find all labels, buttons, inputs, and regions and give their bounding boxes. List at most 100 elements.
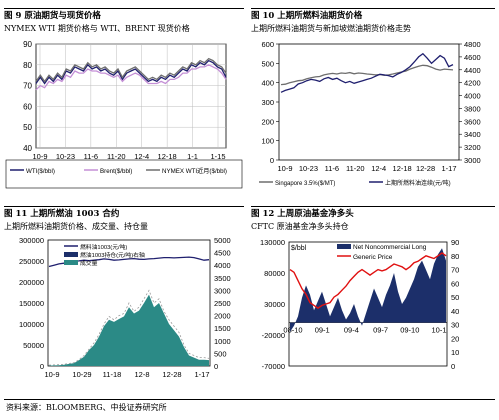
fig11-open-interest-line	[48, 289, 210, 366]
fig10-y-right-tick-label: 4400	[464, 66, 481, 75]
fig11-y-right-tick-label: 4500	[214, 249, 231, 258]
fig12-y-left-tick-label: -20000	[262, 331, 285, 340]
fig9-subtitle: NYMEX WTI 期货价格与 WTI、BRENT 现货价格	[4, 24, 190, 33]
fig12-legend-label: Generic Price	[353, 254, 393, 261]
fig10-y-left-tick-label: 200	[261, 117, 274, 126]
fig12-x-tick-label: 09-7	[373, 326, 388, 335]
fig12-y-left-axis-label: $/bbl	[291, 245, 307, 252]
fig10-chart: 0 100 200 300 400 500 600 3000 3200 3400 3600 3800 4…	[259, 40, 481, 187]
fig11-title: 图 11 上期所燃油 1003 合约	[4, 206, 244, 221]
fig12-y-right-tick-label: 80	[451, 252, 459, 261]
fig11-volume-area	[49, 294, 209, 366]
source-note: 资料来源：BLOOMBERG、中投证券研究所	[6, 403, 167, 412]
fig10-x-tick-label: 12-28	[416, 164, 435, 173]
fig11-chart: 0 50000 100000 150000 200000 250000 300000 0 500…	[19, 236, 231, 379]
fig11-y-right-tick-label: 3000	[214, 286, 231, 295]
fig10-y-left-tick-label: 500	[261, 59, 274, 68]
fig9-series-line-0	[35, 59, 227, 85]
fig12-x-tick-label: 09-1	[315, 326, 330, 335]
fig9-y-tick-label: 70	[23, 82, 32, 91]
fig12-legend-swatch	[337, 244, 351, 249]
fig10-y-left-tick-label: 400	[261, 79, 274, 88]
fig11-y-left-tick-label: 200000	[19, 278, 44, 287]
fig12-y-right-tick-label: 0	[451, 362, 455, 371]
fig12-x-tick-label: 10-1	[431, 326, 446, 335]
fig11-y-right-tick-label: 2000	[214, 312, 231, 321]
fig11-legend-swatch	[64, 252, 78, 257]
fig12-price-line	[289, 252, 447, 309]
fig12-y-right-tick-label: 10	[451, 348, 459, 357]
fig11-x-tick-label: 1-17	[194, 370, 209, 379]
fig11-x-tick-label: 11-18	[103, 370, 122, 379]
fig9-y-tick-label: 50	[23, 123, 32, 132]
fig9-x-tick-label: 12-18	[158, 152, 177, 161]
fig10-subtitle: 上期所燃料油期货与新加坡燃油期货价格走势	[251, 24, 411, 33]
fig11-y-left-tick-label: 50000	[23, 341, 44, 350]
fig12-y-right-tick-label: 30	[451, 321, 459, 330]
fig9-x-tick-label: 1-15	[210, 152, 225, 161]
fig10-title: 图 10 上期所燃料油期货价格	[251, 8, 495, 23]
fig9-y-tick-label: 40	[23, 144, 32, 153]
fig11-y-left-tick-label: 250000	[19, 257, 44, 266]
fig12-subtitle: CFTC 原油基金净多头持仓	[251, 222, 349, 231]
fig10-x-tick-label: 12-4	[371, 164, 386, 173]
fig11-legend-label: 燃料油1003(元/吨)	[80, 243, 127, 251]
fig9-legend-label: WTI($/bbl)	[26, 168, 55, 175]
fig12-y-right-tick-label: 50	[451, 293, 459, 302]
fig11-y-right-tick-label: 3500	[214, 274, 231, 283]
fig9-legend-label: Brent($/bbl)	[100, 168, 132, 175]
fig11-y-right-tick-label: 1500	[214, 324, 231, 333]
fig9-legend-label: NYMEX WTI近月($/bbl)	[162, 167, 227, 175]
fig10-y-right-tick-label: 3600	[464, 117, 481, 126]
fig10-panel: 图 10 上期所燃料油期货价格 上期所燃料油期货与新加坡燃油期货价格走势 0 10…	[251, 8, 495, 196]
fig9-title: 图 9 原油期货与现货价格	[4, 8, 244, 23]
fig11-y-left-tick-label: 0	[40, 362, 44, 371]
fig12-title: 图 12 上周原油基金净多头	[251, 206, 495, 221]
fig10-y-right-tick-label: 4600	[464, 53, 481, 62]
fig11-panel: 图 11 上期所燃油 1003 合约 上期所燃料油期货价格、成交量、持仓量 0 5…	[4, 206, 244, 396]
fig11-legend-label: 成交量	[80, 259, 98, 267]
fig9-legend-box	[5, 159, 243, 189]
fig12-y-right-tick-label: 60	[451, 279, 459, 288]
fig10-y-right-tick-label: 3800	[464, 104, 481, 113]
fig10-y-right-tick-label: 3200	[464, 143, 481, 152]
fig12-y-left-tick-label: -70000	[262, 362, 285, 371]
fig12-y-right-tick-label: 40	[451, 307, 459, 316]
fig12-panel: 图 12 上周原油基金净多头 CFTC 原油基金净多头持仓 $/bbl -7000…	[251, 206, 495, 396]
fig10-y-right-tick-label: 3000	[464, 156, 481, 165]
fig10-series-line-1	[280, 52, 454, 93]
fig9-series-line-2	[35, 57, 227, 83]
fig9-x-tick-label: 11-6	[84, 152, 98, 161]
fig10-y-left-tick-label: 600	[261, 40, 274, 49]
fig11-y-right-tick-label: 4000	[214, 261, 231, 270]
fig12-y-left-tick-label: 80000	[264, 269, 285, 278]
fig9-series-line-1	[35, 64, 227, 91]
fig10-x-tick-label: 12-18	[393, 164, 412, 173]
fig11-y-right-tick-label: 500	[214, 349, 227, 358]
fig11-legend-label: 燃油1003持仓(元/吨)右轴	[80, 251, 145, 259]
fig10-y-right-tick-label: 3400	[464, 130, 481, 139]
fig11-subtitle: 上期所燃料油期货价格、成交量、持仓量	[4, 222, 148, 231]
fig10-x-tick-label: 11-20	[346, 164, 365, 173]
fig9-y-tick-label: 90	[23, 40, 32, 49]
fig11-y-left-tick-label: 100000	[19, 320, 44, 329]
fig11-y-left-tick-label: 150000	[19, 299, 44, 308]
fig12-chart: $/bbl -70000 -20000 30000 80000 130000 0 10 20 30…	[260, 238, 459, 371]
fig12-y-left-tick-label: 30000	[264, 300, 285, 309]
fig10-x-tick-label: 10-23	[299, 164, 318, 173]
fig10-y-left-tick-label: 300	[261, 98, 274, 107]
fig10-x-tick-label: 11-6	[325, 164, 339, 173]
fig10-legend-label: 上期所燃料油连续(元/吨)	[385, 179, 451, 187]
fig10-plot-frame	[278, 43, 460, 161]
fig10-x-tick-label: 1-17	[441, 164, 456, 173]
fig12-net-long-area	[290, 248, 446, 332]
fig12-y-left-tick-label: 130000	[260, 238, 285, 247]
fig12-x-tick-label: 09-10	[400, 326, 419, 335]
fig10-y-right-tick-label: 4200	[464, 79, 481, 88]
fig10-y-left-tick-label: 100	[261, 137, 274, 146]
fig12-x-tick-label: 09-4	[344, 326, 359, 335]
fig12-x-tick-label: 08-10	[283, 326, 302, 335]
fig11-y-right-tick-label: 2500	[214, 299, 231, 308]
fig11-y-right-tick-label: 0	[214, 362, 218, 371]
